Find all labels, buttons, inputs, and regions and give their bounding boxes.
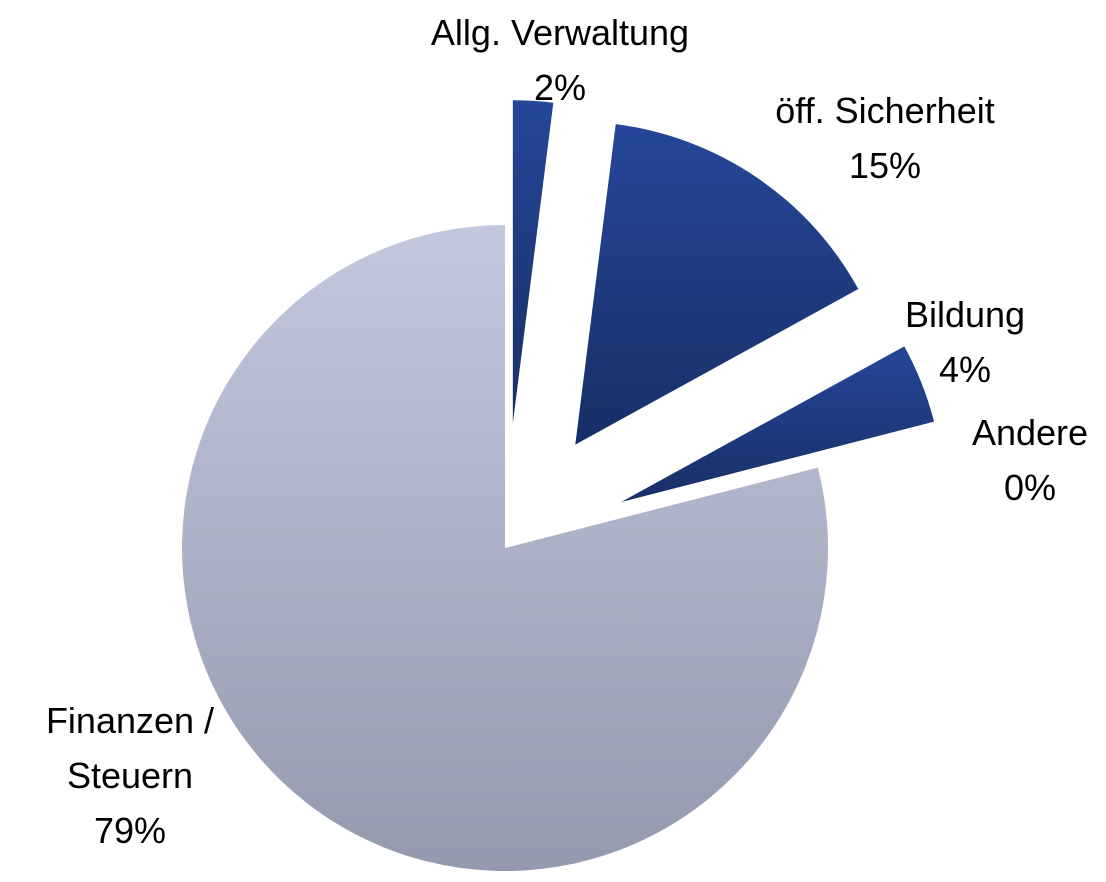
category: öff. Sicherheit (775, 90, 995, 131)
value-label: 2% (533, 67, 587, 108)
value-label: 15% (848, 145, 922, 186)
slice-label: Bildung 4% (905, 287, 1025, 397)
pie-slice (182, 225, 828, 871)
category: Bildung (904, 294, 1026, 335)
category: Allg. Verwaltung (430, 12, 690, 53)
slice-label: Andere 0% (972, 405, 1088, 515)
slice-label: Finanzen / Steuern 79% (20, 693, 240, 858)
value-label: 79% (93, 810, 167, 851)
value-label: 0% (1003, 467, 1057, 508)
pie-slice (512, 100, 554, 424)
category: Andere (971, 412, 1089, 453)
pie-slice (621, 346, 935, 502)
slice-label: Allg. Verwaltung 2% (431, 5, 689, 115)
category: Finanzen / Steuern (45, 700, 215, 796)
value-label: 4% (938, 349, 992, 390)
pie-slice (575, 124, 859, 445)
slice-label: öff. Sicherheit 15% (775, 83, 994, 193)
